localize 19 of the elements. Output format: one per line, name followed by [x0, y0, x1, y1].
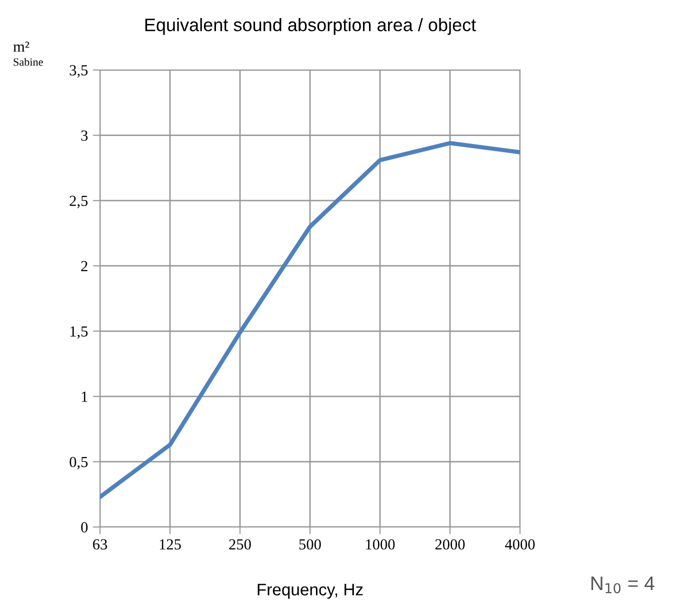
y-tick-label: 0,5 — [70, 456, 88, 470]
x-tick-label: 500 — [299, 539, 321, 550]
y-tick-label: 2,5 — [70, 196, 88, 208]
x-tick-label: 250 — [229, 539, 251, 550]
y-tick-label: 0 — [81, 522, 88, 532]
x-tick-label: 4000 — [505, 539, 535, 550]
y-tick-label: 3 — [81, 130, 88, 141]
text: N$_{10}$ = 4 — [591, 576, 654, 594]
x-tick-label: 2000 — [435, 539, 465, 550]
x-axis-title: Frequency, Hz — [258, 584, 363, 599]
x-tick-label: 63 — [93, 539, 108, 550]
y-tick-label: 1 — [82, 392, 88, 402]
y-tick-label: 2 — [81, 261, 88, 272]
x-tick-label: 1000 — [366, 539, 395, 550]
y-tick-label: 1,5 — [70, 326, 88, 339]
y-tick-label: 3,5 — [70, 65, 88, 78]
chart-title: Equivalent sound absorption area / object — [145, 18, 476, 35]
x-tick-label: 125 — [160, 539, 181, 550]
y-axis-title: m² Sabine — [13, 42, 43, 66]
